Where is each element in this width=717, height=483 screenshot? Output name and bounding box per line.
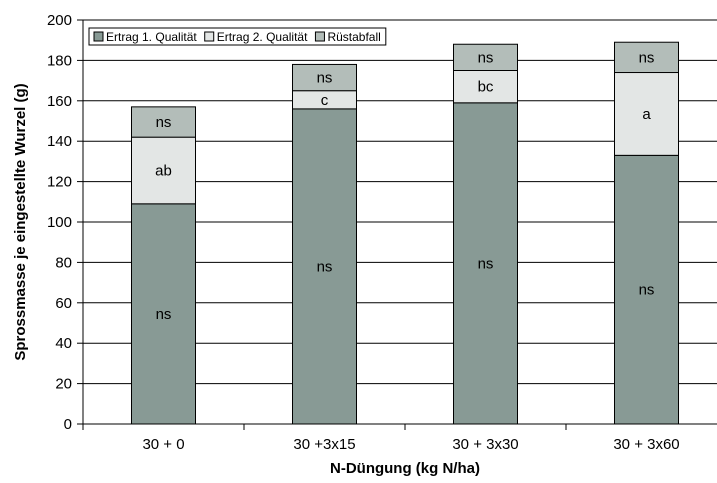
x-axis-title: N-Düngung (kg N/ha) [330,460,480,477]
bar-segment [292,63,357,92]
segment-label: ns [478,255,494,272]
y-tick-label: 40 [55,335,72,352]
segment-label: c [321,92,329,109]
x-tick-labels: 30 + 0 30 +3x15 30 + 3x30 30 + 3x60 [142,436,679,453]
legend-label: Ertrag 1. Qualität [106,30,197,44]
legend-label: Rüstabfall [327,30,380,44]
y-tick-label: 20 [55,376,72,393]
y-tick-label: 140 [47,133,72,150]
bar-segment [131,136,196,205]
axes [77,19,717,430]
y-tick-label: 0 [64,416,72,433]
legend-box [88,27,387,46]
bar-segment [292,108,357,425]
segment-label: ns [317,258,333,275]
segment-label: ns [156,114,172,131]
bar-segment [453,43,518,72]
segment-label: ns [156,306,172,323]
segment-label: a [642,106,651,123]
x-tick-label: 30 + 3x30 [452,436,518,453]
y-tick-label: 80 [55,254,72,271]
bar-segment [614,72,679,156]
legend: Ertrag 1. Qualität Ertrag 2. Qualität Rüst… [88,27,387,46]
bar-segment [453,70,518,104]
segment-labels: ns ab ns ns c ns ns bc ns ns a ns [155,49,654,323]
bar-segment [614,154,679,425]
y-tick-label: 200 [47,12,72,29]
segment-label: ns [639,49,655,66]
legend-swatch [204,31,215,42]
y-tick-labels: 0 20 40 60 80 100 120 140 160 180 200 [47,12,72,433]
y-tick-label: 100 [47,214,72,231]
bar-segment [131,106,196,138]
legend-swatch [93,31,104,42]
y-tick-label: 180 [47,52,72,69]
x-tick-label: 30 + 3x60 [613,436,679,453]
y-tick-label: 120 [47,174,72,191]
y-axis-title: Sprossmasse je eingestellte Wurzel (g) [12,83,29,360]
segment-label: ns [639,282,655,299]
segment-label: ns [478,49,494,66]
segment-label: ab [155,162,172,179]
x-tick-label: 30 + 0 [142,436,184,453]
bars [131,41,679,425]
legend-label: Ertrag 2. Qualität [217,30,308,44]
y-tick-label: 60 [55,295,72,312]
legend-swatch [314,31,325,42]
bar-segment [614,41,679,74]
segment-label: ns [317,70,333,87]
x-tick-label: 30 +3x15 [293,436,355,453]
segment-label: bc [478,79,494,96]
y-tick-label: 160 [47,93,72,110]
